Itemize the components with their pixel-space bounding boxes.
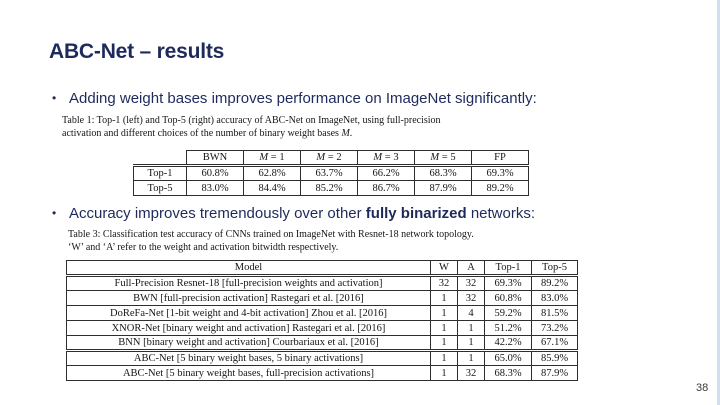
bold-fragment: fully binarized xyxy=(365,205,467,222)
top1-cell: 68.3% xyxy=(484,365,532,381)
top1-cell: 69.3% xyxy=(484,275,532,291)
model-cell: BNN [binary weight and activation] Courb… xyxy=(66,335,431,351)
w-cell: 1 xyxy=(430,320,458,336)
math-var-m: M xyxy=(341,128,350,139)
table-row: Top-1 60.8% 62.8% 63.7% 66.2% 68.3% 69.3… xyxy=(133,165,529,181)
cell-value: 85.2% xyxy=(300,180,358,196)
table3-caption-line2: ‘W’ and ‘A’ refer to the weight and acti… xyxy=(68,242,339,253)
cell-value: 69.3% xyxy=(471,165,529,181)
table-row: DoReFa-Net [1-bit weight and 4-bit activ… xyxy=(66,305,578,321)
top1-cell: 42.2% xyxy=(484,335,532,351)
w-cell: 32 xyxy=(430,275,458,291)
table-row: BWN [full-precision activation] Rastegar… xyxy=(66,290,578,306)
table-row-abcnet: ABC-Net [5 binary weight bases, full-pre… xyxy=(66,365,578,381)
model-cell: XNOR-Net [binary weight and activation] … xyxy=(66,320,431,336)
bullet-point-binarized-networks: • Accuracy improves tremendously over oth… xyxy=(52,205,535,222)
table-row: BNN [binary weight and activation] Courb… xyxy=(66,335,578,351)
a-cell: 4 xyxy=(457,305,485,321)
table-row-abcnet: ABC-Net [5 binary weight bases, 5 binary… xyxy=(66,349,578,366)
table-row: Top-5 83.0% 84.4% 85.2% 86.7% 87.9% 89.2… xyxy=(133,180,529,196)
table1-header-m2: M = 2 xyxy=(300,150,358,167)
cell-value: 66.2% xyxy=(357,165,415,181)
w-cell: 1 xyxy=(430,365,458,381)
table1-corner-cell xyxy=(133,150,187,167)
cell-value: 60.8% xyxy=(186,165,244,181)
top1-cell: 59.2% xyxy=(484,305,532,321)
a-cell: 32 xyxy=(457,290,485,306)
top5-cell: 81.5% xyxy=(531,305,578,321)
top1-cell: 65.0% xyxy=(484,349,532,366)
table1-header-m5: M = 5 xyxy=(414,150,472,167)
table3-caption: Table 3: Classification test accuracy of… xyxy=(68,228,568,254)
slide-title: ABC-Net – results xyxy=(49,40,225,63)
table1-caption: Table 1: Top-1 (left) and Top-5 (right) … xyxy=(62,114,542,140)
a-cell: 1 xyxy=(457,320,485,336)
bullet-text: Adding weight bases improves performance… xyxy=(69,90,537,107)
table1-header-row: BWN M = 1 M = 2 M = 3 M = 5 FP xyxy=(133,150,529,167)
table3-header-w: W xyxy=(430,260,458,277)
table1-header-m3: M = 3 xyxy=(357,150,415,167)
table3-caption-line1: Table 3: Classification test accuracy of… xyxy=(68,229,474,240)
cell-value: 63.7% xyxy=(300,165,358,181)
cell-value: 83.0% xyxy=(186,180,244,196)
bullet-text: Accuracy improves tremendously over othe… xyxy=(69,205,536,222)
table3-header-row: Model W A Top-1 Top-5 xyxy=(66,260,578,277)
w-cell: 1 xyxy=(430,290,458,306)
table3-header-top5: Top-5 xyxy=(531,260,578,277)
table1-caption-line2: activation and different choices of the … xyxy=(62,128,353,139)
cell-value: 86.7% xyxy=(357,180,415,196)
top5-cell: 87.9% xyxy=(531,365,578,381)
a-cell: 1 xyxy=(457,349,485,366)
table3-comparison-binarized-networks: Model W A Top-1 Top-5 Full-Precision Res… xyxy=(66,260,578,381)
model-cell: ABC-Net [5 binary weight bases, 5 binary… xyxy=(66,349,431,366)
top5-cell: 73.2% xyxy=(531,320,578,336)
table1-caption-line1: Table 1: Top-1 (left) and Top-5 (right) … xyxy=(62,115,441,126)
table1-header-fp: FP xyxy=(471,150,529,167)
a-cell: 32 xyxy=(457,365,485,381)
model-cell: Full-Precision Resnet-18 [full-precision… xyxy=(66,275,431,291)
bullet-marker: • xyxy=(52,91,57,105)
row-label: Top-5 xyxy=(133,180,187,196)
cell-value: 89.2% xyxy=(471,180,529,196)
table3-header-a: A xyxy=(457,260,485,277)
top5-cell: 85.9% xyxy=(531,349,578,366)
table-row: Full-Precision Resnet-18 [full-precision… xyxy=(66,275,578,291)
table-row: XNOR-Net [binary weight and activation] … xyxy=(66,320,578,336)
table1-accuracy-by-weight-bases: BWN M = 1 M = 2 M = 3 M = 5 FP Top-1 60.… xyxy=(133,150,529,196)
top5-cell: 83.0% xyxy=(531,290,578,306)
cell-value: 87.9% xyxy=(414,180,472,196)
row-label: Top-1 xyxy=(133,165,187,181)
model-cell: ABC-Net [5 binary weight bases, full-pre… xyxy=(66,365,431,381)
bullet-marker: • xyxy=(52,206,57,220)
top5-cell: 89.2% xyxy=(531,275,578,291)
table1-header-m1: M = 1 xyxy=(243,150,301,167)
table3-header-model: Model xyxy=(66,260,431,277)
table1-header-bwn: BWN xyxy=(186,150,244,167)
right-edge-accent xyxy=(717,0,720,405)
a-cell: 1 xyxy=(457,335,485,351)
cell-value: 84.4% xyxy=(243,180,301,196)
bullet-point-weight-bases: • Adding weight bases improves performanc… xyxy=(52,90,537,107)
w-cell: 1 xyxy=(430,349,458,366)
cell-value: 62.8% xyxy=(243,165,301,181)
table3-header-top1: Top-1 xyxy=(484,260,532,277)
model-cell: BWN [full-precision activation] Rastegar… xyxy=(66,290,431,306)
w-cell: 1 xyxy=(430,335,458,351)
top1-cell: 60.8% xyxy=(484,290,532,306)
cell-value: 68.3% xyxy=(414,165,472,181)
top1-cell: 51.2% xyxy=(484,320,532,336)
a-cell: 32 xyxy=(457,275,485,291)
w-cell: 1 xyxy=(430,305,458,321)
top5-cell: 67.1% xyxy=(531,335,578,351)
model-cell: DoReFa-Net [1-bit weight and 4-bit activ… xyxy=(66,305,431,321)
page-number: 38 xyxy=(696,382,709,394)
